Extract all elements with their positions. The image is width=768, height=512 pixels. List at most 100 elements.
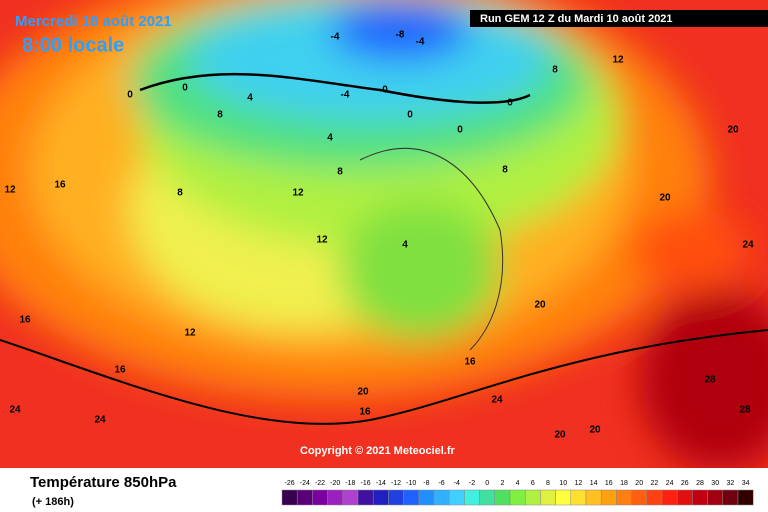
contour-label: 28: [704, 375, 716, 386]
scale-label: 10: [559, 480, 567, 487]
copyright: Copyright © 2021 Meteociel.fr: [300, 445, 456, 457]
contour-label: 20: [659, 193, 671, 204]
contour-label: 0: [407, 110, 413, 121]
contour-label: 20: [534, 300, 546, 311]
color-swatch: [676, 489, 693, 506]
contour-label: 12: [292, 188, 304, 199]
scale-label: -8: [423, 480, 429, 487]
contour-label: 20: [554, 430, 566, 441]
color-swatch: [312, 489, 328, 506]
scale-label: -10: [406, 480, 416, 487]
scale-label: -22: [315, 480, 325, 487]
scale-label: 22: [651, 480, 659, 487]
temperature-field: -8 -4 -4 0 0 0 0 0 0 -4 4 4 8 8 8 8 8 12 12 12 20 20 16 16 24 24 2…: [0, 0, 768, 468]
contour-label: 12: [4, 185, 16, 196]
run-label: Run GEM 12 Z du Mardi 10 août 2021: [480, 13, 673, 25]
contour-label: 0: [182, 83, 188, 94]
color-swatch: [722, 489, 739, 506]
contour-label: 16: [359, 407, 371, 418]
coastline: [0, 329, 768, 425]
scale-label: 2: [500, 480, 504, 487]
color-swatch: [707, 489, 724, 506]
color-scale: -26 -24 -22 -20 -18 -16 -14 -12 -10 -8 -6 -4 -2 0 2 4 6 8…: [281, 480, 754, 506]
scale-label: 28: [696, 480, 704, 487]
scale-label: 16: [605, 480, 613, 487]
contour-label: 20: [589, 425, 601, 436]
scale-label: 18: [620, 480, 628, 487]
contour-label: 4: [327, 133, 333, 144]
contour-label: 0: [457, 125, 463, 136]
scale-label: 32: [727, 480, 735, 487]
scale-label: 4: [516, 480, 520, 487]
scale-label: -24: [300, 480, 310, 487]
contour-label: -4: [331, 32, 340, 43]
scale-label: -14: [376, 480, 386, 487]
contour-label: 8: [552, 65, 558, 76]
contour-labels: -8 -4 -4 0 0 0 0 0 0 -4 4 4 8 8 8 8 8 12 12 12 20 20 16 16 24 24 2…: [4, 30, 754, 441]
contour-label: 20: [727, 125, 739, 136]
scale-label: -20: [330, 480, 340, 487]
scale-label: 12: [575, 480, 583, 487]
color-swatch: [737, 489, 754, 506]
contour-label: 12: [612, 55, 624, 66]
contour-label: 8: [337, 167, 343, 178]
color-swatch: [555, 489, 572, 506]
run-box: [470, 10, 768, 27]
color-swatch: [692, 489, 708, 506]
contour-label: 20: [357, 387, 369, 398]
scale-label: 30: [711, 480, 719, 487]
contour-label: 12: [316, 235, 328, 246]
contour-label: 8: [217, 110, 223, 121]
footer-title: Température 850hPa: [30, 474, 177, 491]
scale-label: -6: [438, 480, 444, 487]
scale-label: -26: [285, 480, 295, 487]
contour-label: 28: [739, 405, 751, 416]
color-swatch: [509, 489, 526, 506]
contour-label: -4: [416, 37, 425, 48]
scale-label: 8: [546, 480, 550, 487]
contour-label: 24: [94, 415, 106, 426]
contour-label: 12: [184, 328, 196, 339]
color-swatch: [388, 489, 404, 506]
color-swatch: [448, 489, 465, 506]
scale-label: -18: [345, 480, 355, 487]
scale-label: 24: [666, 480, 674, 487]
contour-label: 0: [507, 98, 513, 109]
color-swatch: [661, 489, 678, 506]
color-swatch: [646, 489, 663, 506]
scale-label: -16: [361, 480, 371, 487]
color-swatch: [418, 489, 435, 506]
scale-label: 14: [590, 480, 598, 487]
contour-label: 24: [742, 240, 754, 251]
scale-label: 34: [742, 480, 750, 487]
contour-label: 16: [114, 365, 126, 376]
contour-label: 24: [9, 405, 21, 416]
scale-label: 0: [485, 480, 489, 487]
contour-label: 16: [464, 357, 476, 368]
color-swatch: [327, 489, 344, 506]
contour-label: 0: [382, 85, 388, 96]
color-swatch: [600, 489, 617, 506]
time-label: 8:00 locale: [22, 34, 124, 56]
color-swatch: [540, 489, 556, 506]
scale-label: 6: [531, 480, 535, 487]
color-swatch: [616, 489, 632, 506]
color-swatch: [524, 489, 541, 506]
scale-label: -4: [454, 480, 460, 487]
contour-label: -8: [396, 30, 405, 41]
footer-lead: (+ 186h): [32, 496, 74, 508]
color-swatch: [479, 489, 496, 506]
color-swatch: [433, 489, 450, 506]
contour-label: 8: [502, 165, 508, 176]
coastline: [139, 72, 531, 104]
color-swatch: [464, 489, 480, 506]
contour-label: -4: [341, 90, 350, 101]
scale-label: -2: [469, 480, 475, 487]
contour-label: 0: [127, 90, 133, 101]
scale-label: 20: [635, 480, 643, 487]
color-swatch: [494, 489, 511, 506]
scale-label: -12: [391, 480, 401, 487]
date-label: Mercredi 18 août 2021: [15, 13, 172, 30]
color-swatch: [342, 489, 359, 506]
